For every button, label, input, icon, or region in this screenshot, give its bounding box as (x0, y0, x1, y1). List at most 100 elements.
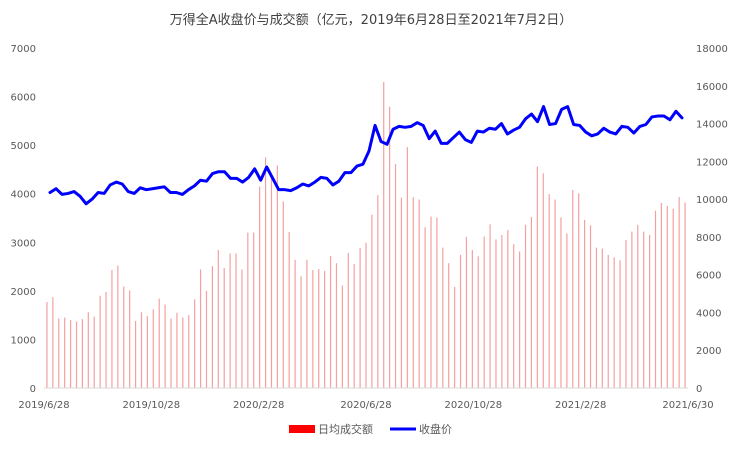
right-axis-tick-label: 16000 (696, 82, 728, 93)
bar (199, 269, 202, 388)
bar (182, 317, 184, 388)
bar-series (46, 82, 686, 389)
bar (483, 236, 485, 388)
x-axis-tick-label: 2020/6/28 (340, 400, 391, 411)
right-axis-tick-label: 12000 (696, 157, 728, 168)
bar (306, 259, 308, 388)
bar (81, 319, 83, 388)
bar (223, 268, 225, 388)
bar (436, 217, 438, 388)
bar (424, 227, 426, 388)
bar (93, 316, 95, 388)
bar (448, 263, 450, 388)
bar (46, 302, 48, 388)
x-axis-tick-label: 2021/6/30 (662, 400, 713, 411)
bar (643, 231, 645, 388)
x-axis: 2019/6/28 2019/10/28 2020/2/28 2020/6/28 202… (18, 400, 713, 411)
right-axis-tick-label: 4000 (696, 308, 721, 319)
bar (377, 195, 379, 388)
bar (365, 242, 367, 388)
bar (64, 317, 66, 388)
bar (371, 214, 373, 388)
bar (341, 285, 343, 388)
right-axis-tick-label: 6000 (696, 271, 721, 282)
bar (678, 197, 680, 388)
bar (75, 321, 78, 388)
bar (560, 217, 562, 388)
bar (418, 199, 420, 388)
bar (324, 270, 326, 388)
x-axis-tick-label: 2019/6/28 (18, 400, 69, 411)
bar (188, 315, 190, 388)
right-axis: 0 2000 4000 6000 8000 10000 12000 14000 16000 180… (696, 44, 728, 395)
bar (406, 147, 408, 388)
bar (353, 264, 355, 388)
bar (58, 318, 60, 388)
bar (536, 166, 538, 388)
bar (300, 276, 302, 388)
bar (146, 316, 148, 388)
bar (471, 250, 473, 388)
bar (276, 165, 278, 388)
left-axis-tick-label: 2000 (11, 287, 36, 298)
bar (117, 265, 119, 388)
bar (619, 260, 621, 388)
bar (140, 312, 143, 388)
bar (459, 254, 462, 388)
bar (554, 199, 556, 388)
left-axis-tick-label: 7000 (11, 44, 36, 55)
bar (477, 256, 479, 388)
bar (631, 231, 633, 388)
bar (389, 106, 391, 389)
bar (672, 208, 674, 388)
bar (666, 205, 668, 388)
bar (123, 286, 125, 388)
bar (111, 269, 113, 388)
bar (613, 257, 615, 388)
legend-bar-label: 日均成交额 (318, 422, 373, 436)
bar (442, 247, 444, 388)
bar (347, 252, 349, 388)
bar (176, 312, 178, 388)
bar (501, 235, 503, 388)
bar (430, 216, 432, 388)
bar (194, 299, 196, 388)
bar (519, 251, 521, 388)
bar (530, 217, 533, 388)
close-price-line (48, 105, 684, 206)
bar (164, 304, 166, 388)
right-axis-tick-label: 18000 (696, 44, 728, 55)
bar (495, 239, 497, 388)
bar (270, 175, 273, 388)
bar (253, 232, 255, 388)
bar (211, 266, 213, 388)
bar (158, 298, 160, 388)
bar (335, 263, 338, 388)
chart-title: 万得全A收盘价与成交额（亿元，2019年6月28日至2021年7月2日） (170, 12, 572, 28)
bar (507, 230, 509, 388)
bar (578, 193, 580, 388)
bar (684, 202, 686, 388)
bar (394, 164, 397, 388)
bar (625, 239, 627, 388)
left-axis-tick-label: 6000 (11, 93, 36, 104)
bar (383, 82, 385, 388)
bar (259, 186, 261, 388)
left-axis: 0 1000 2000 3000 4000 5000 6000 7000 (11, 44, 36, 395)
bar (400, 197, 403, 388)
x-axis-tick-label: 2020/10/28 (444, 400, 502, 411)
line-series (48, 105, 684, 206)
right-axis-tick-label: 10000 (696, 195, 728, 206)
bar (649, 235, 651, 388)
bar (105, 291, 107, 388)
left-axis-tick-label: 0 (30, 384, 36, 395)
bar (247, 232, 249, 388)
bar (513, 244, 515, 388)
x-axis-tick-label: 2019/10/28 (122, 400, 180, 411)
bar (589, 225, 592, 388)
bar (229, 253, 231, 388)
bar (264, 157, 267, 388)
legend: 日均成交额 收盘价 (289, 422, 452, 436)
bar (584, 219, 586, 388)
right-axis-tick-label: 0 (696, 384, 702, 395)
